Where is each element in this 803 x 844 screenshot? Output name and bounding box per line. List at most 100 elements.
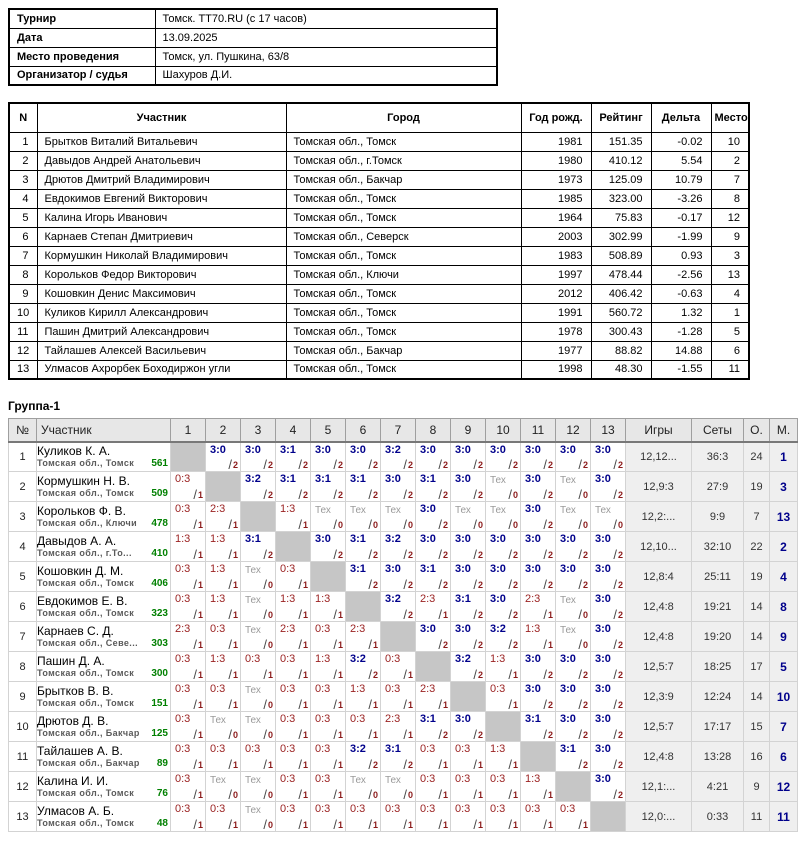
score-slash: / — [333, 817, 337, 832]
participant-n: 7 — [8, 245, 38, 266]
group-player-num: 11 — [8, 741, 37, 772]
group-player-points: 22 — [743, 531, 770, 562]
group-player-place: 4 — [769, 561, 798, 592]
match-points: 1 — [302, 610, 308, 620]
score-slash: / — [438, 457, 442, 472]
match-score: 3:0 — [595, 773, 611, 785]
participant-year: 1983 — [520, 245, 592, 266]
match-points: 2 — [477, 670, 483, 680]
match-score: 3:1 — [280, 473, 296, 485]
match-points: 2 — [582, 550, 588, 560]
match-points: 1 — [372, 730, 378, 740]
match-score: 0:3 — [210, 683, 226, 695]
score-slash: / — [508, 637, 512, 652]
group-player-rating: 151 — [151, 698, 168, 709]
match-score: 2:3 — [525, 593, 541, 605]
participant-row: 6 Карнаев Степан Дмитриевич Томская обл., … — [8, 226, 750, 247]
score-slash: / — [263, 787, 267, 802]
match-points: 1 — [197, 730, 203, 740]
participant-city: Томская обл., Северск — [285, 226, 522, 247]
group-player-subline: Томская обл., Томск 76 — [38, 788, 170, 799]
match-points: 1 — [512, 670, 518, 680]
match-score: 0:3 — [175, 773, 191, 785]
match-points: 2 — [617, 640, 623, 650]
score-slash: / — [578, 487, 582, 502]
match-points: 1 — [302, 790, 308, 800]
match-points: 1 — [232, 550, 238, 560]
participant-rating: 125.09 — [590, 169, 652, 190]
group-col-header-sets: Сеты — [691, 418, 744, 443]
group-player-sets: 12:24 — [691, 681, 744, 712]
match-points: 1 — [197, 820, 203, 830]
score-slash: / — [613, 517, 617, 532]
match-score: 0:3 — [280, 773, 296, 785]
match-score: 3:0 — [490, 443, 506, 456]
group-player-points: 14 — [743, 681, 770, 712]
participant-city: Томская обл., Томск — [285, 302, 522, 323]
group-results-table: № Участник 1 2 3 4 5 6 7 8 9 10 11 12 13 Игры Сеты О. М.… — [8, 418, 798, 832]
match-score: 0:3 — [280, 653, 296, 665]
self-cell — [205, 471, 241, 502]
match-points: 1 — [197, 640, 203, 650]
group-player-region: Томская обл., Томск — [37, 698, 135, 708]
tech-score-cell: Тех/0 — [240, 591, 276, 622]
win-score-cell: 3:1/2 — [555, 741, 591, 772]
score-slash: / — [333, 667, 337, 682]
info-value: 13.09.2025 — [154, 27, 498, 48]
loss-score-cell: 0:3/1 — [380, 801, 416, 832]
participant-n: 2 — [8, 150, 38, 171]
win-score-cell: 3:0/2 — [345, 441, 381, 472]
match-score: 3:0 — [595, 443, 611, 456]
loss-score-cell: 0:3/1 — [450, 741, 486, 772]
score-slash: / — [368, 697, 372, 712]
score-slash: / — [263, 757, 267, 772]
group-col-header-opponent-5: 5 — [310, 418, 346, 443]
match-score: 3:0 — [455, 713, 471, 725]
score-slash: / — [298, 577, 302, 592]
group-player-rating: 509 — [151, 488, 168, 499]
match-score: Тех — [560, 625, 576, 636]
score-slash: / — [193, 757, 197, 772]
win-score-cell: 3:0/2 — [555, 681, 591, 712]
group-player-sets: 13:28 — [691, 741, 744, 772]
loss-score-cell: 0:3/1 — [205, 621, 241, 652]
loss-score-cell: 0:3/1 — [170, 471, 206, 502]
participant-city: Томская обл., Томск — [285, 131, 522, 152]
group-player-sets: 18:25 — [691, 651, 744, 682]
match-points: 0 — [267, 730, 273, 740]
group-player-num: 4 — [8, 531, 37, 562]
match-score: 1:3 — [525, 773, 541, 785]
participant-delta: -1.28 — [650, 321, 712, 342]
group-player-num: 5 — [8, 561, 37, 592]
match-score: 3:1 — [455, 593, 471, 605]
match-points: 2 — [337, 490, 343, 500]
match-score: 3:0 — [525, 533, 541, 545]
match-score: Тех — [455, 505, 471, 516]
score-slash: / — [403, 817, 407, 832]
participant-rating: 302.99 — [590, 226, 652, 247]
win-score-cell: 3:0/2 — [590, 711, 626, 742]
group-player-subline: Томская обл., Томск 406 — [38, 578, 170, 589]
match-points: 1 — [232, 610, 238, 620]
match-points: 2 — [547, 670, 553, 680]
match-score: 0:3 — [175, 593, 191, 605]
loss-score-cell: 1:3/1 — [485, 651, 521, 682]
group-player-region: Томская обл., Бакчар — [37, 758, 140, 768]
group-player-row: 12 Калина И. И. Томская обл., Томск 76 0:3/1… — [8, 771, 798, 802]
group-player-cell: Евдокимов Е. В. Томская обл., Томск 323 — [36, 591, 171, 622]
score-slash: / — [333, 457, 337, 472]
score-slash: / — [333, 787, 337, 802]
match-score: 0:3 — [315, 773, 331, 785]
match-score: 2:3 — [210, 503, 226, 515]
match-score: 1:3 — [315, 653, 331, 665]
group-player-place: 3 — [769, 471, 798, 502]
score-slash: / — [403, 757, 407, 772]
match-score: 3:0 — [420, 533, 436, 545]
win-score-cell: 3:2/2 — [485, 621, 521, 652]
match-points: 2 — [617, 790, 623, 800]
match-points: 2 — [617, 610, 623, 620]
match-score: 3:0 — [385, 473, 401, 485]
loss-score-cell: 2:3/1 — [380, 711, 416, 742]
participant-row: 2 Давыдов Андрей Анатольевич Томская обл.,… — [8, 150, 750, 171]
win-score-cell: 3:0/2 — [520, 441, 556, 472]
